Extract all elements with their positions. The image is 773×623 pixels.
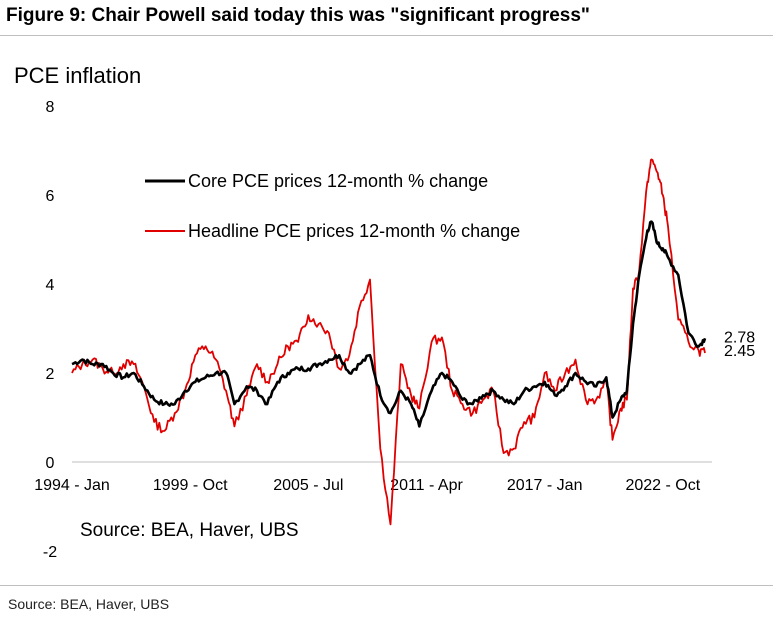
end-value-labels: 2.782.45 xyxy=(724,329,755,360)
x-tick-label: 1994 - Jan xyxy=(34,477,110,494)
y-tick-label: 8 xyxy=(46,99,55,116)
y-tick-label: 4 xyxy=(46,277,55,294)
x-tick-label: 1999 - Oct xyxy=(153,477,228,494)
series-lines xyxy=(71,158,707,526)
x-tick-label: 2005 - Jul xyxy=(273,477,343,494)
y-tick-label: -2 xyxy=(43,544,57,561)
figure-title: Figure 9: Chair Powell said today this w… xyxy=(6,5,590,26)
core-pce-line xyxy=(71,220,707,428)
footer-source: Source: BEA, Haver, UBS xyxy=(8,596,170,612)
legend: Core PCE prices 12-month % change Headli… xyxy=(145,171,520,241)
x-tick-label: 2017 - Jan xyxy=(507,477,583,494)
bottom-divider xyxy=(0,585,773,586)
legend-label-headline: Headline PCE prices 12-month % change xyxy=(188,221,520,241)
core-end-label: 2.78 xyxy=(724,329,755,346)
x-tick-label: 2011 - Apr xyxy=(390,477,463,494)
chart-source-note: Source: BEA, Haver, UBS xyxy=(80,520,299,541)
y-tick-label: 0 xyxy=(46,455,55,472)
x-tick-label: 2022 - Oct xyxy=(625,477,700,494)
headline-pce-line xyxy=(71,158,706,526)
legend-label-core: Core PCE prices 12-month % change xyxy=(188,171,488,191)
x-axis-ticks: 1994 - Jan 1999 - Oct 2005 - Jul 2011 - Apr… xyxy=(34,477,701,494)
top-divider xyxy=(0,35,773,36)
y-axis-title: PCE inflation xyxy=(14,63,141,88)
y-axis-ticks: 8 6 4 2 0 -2 xyxy=(43,99,57,561)
headline-end-label: 2.45 xyxy=(724,343,755,360)
pce-inflation-chart: PCE inflation 8 6 4 2 0 -2 1994 - Jan 1999 - O… xyxy=(14,63,755,561)
y-tick-label: 6 xyxy=(46,188,55,205)
y-tick-label: 2 xyxy=(46,366,55,383)
